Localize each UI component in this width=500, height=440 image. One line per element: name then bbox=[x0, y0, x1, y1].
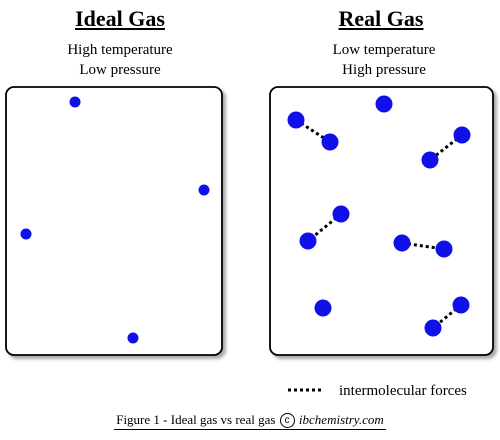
real-particle bbox=[332, 205, 350, 223]
real-particle bbox=[393, 234, 411, 252]
real-temperature-label: Low temperature bbox=[332, 42, 436, 58]
real-pressure-label: High pressure bbox=[342, 62, 426, 78]
real-particle bbox=[424, 319, 442, 337]
caption-text: Figure 1 - Ideal gas vs real gas bbox=[116, 412, 276, 427]
ideal-particle bbox=[20, 228, 32, 240]
real-particle bbox=[287, 111, 305, 129]
real-gas-conditions: Low temperature High pressure bbox=[264, 40, 500, 80]
caption-site: ibchemistry.com bbox=[298, 412, 384, 427]
real-particle bbox=[453, 126, 471, 144]
ideal-gas-container bbox=[5, 86, 223, 356]
real-particle bbox=[321, 133, 339, 151]
ideal-particle bbox=[127, 332, 139, 344]
real-particle bbox=[299, 232, 317, 250]
figure-caption: Figure 1 - Ideal gas vs real gas c ibche… bbox=[0, 412, 500, 430]
real-particle bbox=[452, 296, 470, 314]
copyright-icon: c bbox=[279, 413, 295, 428]
legend-label: intermolecular forces bbox=[339, 383, 467, 399]
ideal-temperature-label: High temperature bbox=[67, 42, 173, 58]
real-particle bbox=[375, 95, 393, 113]
ideal-particle bbox=[198, 184, 210, 196]
real-gas-title: Real Gas bbox=[338, 6, 424, 31]
real-particle bbox=[314, 299, 332, 317]
ideal-pressure-label: Low pressure bbox=[79, 62, 161, 78]
ideal-particle bbox=[69, 96, 81, 108]
real-particle bbox=[435, 240, 453, 258]
real-particle bbox=[421, 151, 439, 169]
ideal-gas-title: Ideal Gas bbox=[75, 6, 165, 31]
ideal-gas-conditions: High temperature Low pressure bbox=[0, 40, 240, 80]
